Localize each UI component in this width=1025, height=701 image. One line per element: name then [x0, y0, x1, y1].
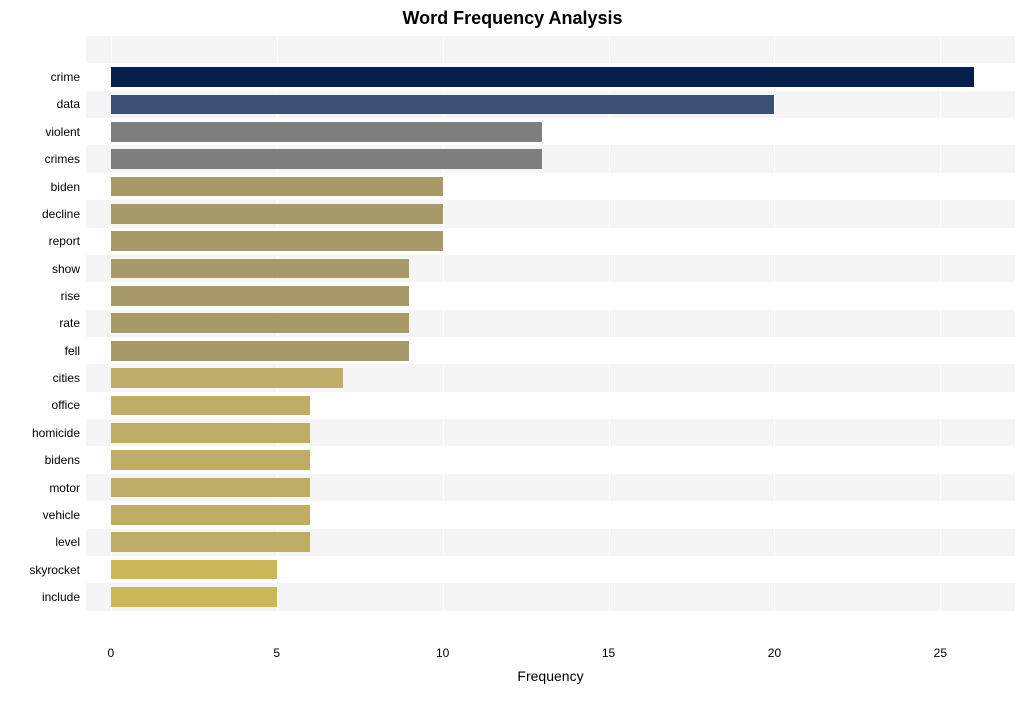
bar: [111, 341, 410, 361]
bar: [111, 231, 443, 251]
y-tick-label: skyrocket: [0, 563, 80, 577]
bar: [111, 478, 310, 498]
bar: [111, 532, 310, 552]
y-tick-label: crime: [0, 70, 80, 84]
bar: [111, 368, 343, 388]
bar: [111, 505, 310, 525]
y-tick-label: crimes: [0, 152, 80, 166]
y-tick-label: office: [0, 398, 80, 412]
bar: [111, 560, 277, 580]
x-gridline: [609, 36, 610, 638]
y-tick-label: vehicle: [0, 508, 80, 522]
bar: [111, 149, 542, 169]
y-tick-label: decline: [0, 207, 80, 221]
bar: [111, 95, 775, 115]
y-tick-label: data: [0, 97, 80, 111]
x-tick-label: 15: [602, 646, 615, 660]
y-tick-label: homicide: [0, 426, 80, 440]
plot-area: [86, 36, 1015, 638]
y-tick-label: include: [0, 590, 80, 604]
y-tick-label: rise: [0, 289, 80, 303]
chart-title: Word Frequency Analysis: [0, 8, 1025, 29]
word-frequency-chart: Word Frequency Analysis Frequency crime d…: [0, 0, 1025, 701]
y-tick-label: bidens: [0, 453, 80, 467]
y-tick-label: rate: [0, 316, 80, 330]
bar: [111, 204, 443, 224]
background-band: [86, 36, 1015, 63]
y-tick-label: fell: [0, 344, 80, 358]
y-tick-label: motor: [0, 481, 80, 495]
bar: [111, 67, 974, 87]
bar: [111, 587, 277, 607]
x-tick-label: 10: [436, 646, 449, 660]
bar: [111, 396, 310, 416]
x-gridline: [774, 36, 775, 638]
x-gridline: [940, 36, 941, 638]
y-tick-label: violent: [0, 125, 80, 139]
x-tick-label: 0: [108, 646, 115, 660]
bar: [111, 286, 410, 306]
bar: [111, 259, 410, 279]
bar: [111, 423, 310, 443]
y-tick-label: cities: [0, 371, 80, 385]
bar: [111, 313, 410, 333]
x-tick-label: 20: [768, 646, 781, 660]
x-tick-label: 25: [934, 646, 947, 660]
y-tick-label: biden: [0, 180, 80, 194]
x-axis-label: Frequency: [86, 668, 1015, 684]
bar: [111, 450, 310, 470]
y-tick-label: show: [0, 262, 80, 276]
y-tick-label: report: [0, 234, 80, 248]
bar: [111, 177, 443, 197]
x-tick-label: 5: [273, 646, 280, 660]
bar: [111, 122, 542, 142]
y-tick-label: level: [0, 535, 80, 549]
